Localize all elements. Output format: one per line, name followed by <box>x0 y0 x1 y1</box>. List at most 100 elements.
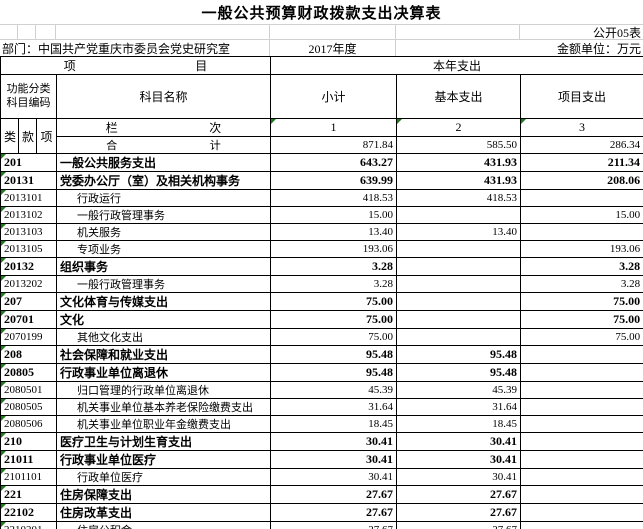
subject-name-cell: 机关事业单位基本养老保险缴费支出 <box>55 398 272 416</box>
title-row: 一般公共预算财政拨款支出决算表 <box>0 0 643 24</box>
project-cell: 75.00 <box>520 328 643 346</box>
subject-name-cell: 行政事业单位离退休 <box>55 363 272 382</box>
project-char: 项 <box>63 59 76 73</box>
basic-cell: 418.53 <box>396 189 522 207</box>
code-cell: 2013103 <box>0 223 57 241</box>
basic-cell: 30.41 <box>396 450 522 469</box>
error-triangle-icon <box>521 119 527 124</box>
table-row: 20132 组织事务 3.28 3.28 <box>0 257 643 276</box>
basic-cell <box>396 206 522 224</box>
total-row: 合 计 871.84 585.50 286.34 <box>1 136 643 154</box>
rank-number-cell: 1 <box>270 118 398 137</box>
error-triangle-icon <box>1 522 6 527</box>
basic-cell: 27.67 <box>396 521 522 529</box>
class-col-cell: 类 <box>0 118 19 154</box>
project-cell <box>520 432 643 451</box>
table-row: 208 社会保障和就业支出 95.48 95.48 <box>0 345 643 364</box>
basic-cell: 18.45 <box>396 415 522 433</box>
basic-cell: 27.67 <box>396 485 522 504</box>
project-cell <box>520 345 643 364</box>
code-cell: 20132 <box>0 257 57 276</box>
table-body: 项 目 本年支出 功能分类科目编码 科目名称 小计 基本支出 项目支出 类 款 … <box>0 56 643 529</box>
table-row: 2070199 其他文化支出 75.00 75.00 <box>0 328 643 346</box>
error-triangle-icon <box>1 172 6 177</box>
subtotal-cell: 3.28 <box>270 275 398 293</box>
table-row: 210 医疗卫生与计划生育支出 30.41 30.41 <box>0 432 643 451</box>
project-cell <box>520 398 643 416</box>
project-cell: 208.06 <box>520 171 643 190</box>
subtotal-cell: 30.41 <box>270 468 398 486</box>
subject-name-cell: 行政运行 <box>55 189 272 207</box>
error-triangle-icon <box>1 329 6 334</box>
basic-cell: 95.48 <box>396 345 522 364</box>
total-char: 计 <box>209 140 221 152</box>
table-row: 201 一般公共服务支出 643.27 431.93 211.34 <box>0 153 643 172</box>
grid-cell <box>270 24 396 40</box>
table-row: 221 住房保障支出 27.67 27.67 <box>0 485 643 504</box>
subtotal-cell: 95.48 <box>270 345 398 364</box>
fiscal-year: 2017年度 <box>270 40 396 56</box>
basic-cell: 27.67 <box>396 503 522 522</box>
header-row-project: 项 目 本年支出 <box>0 56 643 75</box>
total-label-cell: 合 计 <box>55 136 272 154</box>
error-triangle-icon <box>1 399 6 404</box>
subtotal-cell: 27.67 <box>270 485 398 504</box>
subtotal-cell: 75.00 <box>270 310 398 329</box>
project-cell <box>520 450 643 469</box>
basic-cell: 30.41 <box>396 468 522 486</box>
basic-cell: 431.93 <box>396 171 522 190</box>
subject-name-cell: 一般行政管理事务 <box>55 275 272 293</box>
total-char: 合 <box>106 140 118 152</box>
table-row: 2013105 专项业务 193.06 193.06 <box>0 240 643 258</box>
function-code-header-cell: 功能分类科目编码 <box>0 74 57 119</box>
subtotal-cell: 31.64 <box>270 398 398 416</box>
code-cell: 22102 <box>0 503 57 522</box>
subject-name-cell: 住房保障支出 <box>55 485 272 504</box>
table-row: 22102 住房改革支出 27.67 27.67 <box>0 503 643 522</box>
project-cell: 3.28 <box>520 275 643 293</box>
subtotal-cell: 95.48 <box>270 363 398 382</box>
subtotal-cell: 639.99 <box>270 171 398 190</box>
section-col-cell: 款 <box>18 118 37 154</box>
grid-cell <box>396 24 520 40</box>
table-row: 20805 行政事业单位离退休 95.48 95.48 <box>0 363 643 382</box>
header-row-rank: 类 款 项 栏 次 1 2 3 <box>0 118 643 154</box>
code-cell: 2013101 <box>0 189 57 207</box>
error-triangle-icon <box>1 346 6 351</box>
basic-header-cell: 基本支出 <box>396 74 522 119</box>
subtotal-cell: 193.06 <box>270 240 398 258</box>
table-row: 20131 党委办公厅（室）及相关机构事务 639.99 431.93 208.06 <box>0 171 643 190</box>
code-cell: 20131 <box>0 171 57 190</box>
project-cell <box>520 363 643 382</box>
error-triangle-icon <box>1 276 6 281</box>
project-cell: 75.00 <box>520 292 643 311</box>
subject-name-cell: 住房公积金 <box>55 521 272 529</box>
table-row: 2013103 机关服务 13.40 13.40 <box>0 223 643 241</box>
item-col-cell: 项 <box>36 118 57 154</box>
table-row: 2080501 归口管理的行政单位离退休 45.39 45.39 <box>0 381 643 399</box>
table-row: 20701 文化 75.00 75.00 <box>0 310 643 329</box>
basic-cell: 13.40 <box>396 223 522 241</box>
project-cell <box>520 223 643 241</box>
rank-label-cell: 栏 次 <box>55 118 272 137</box>
table-row: 2080506 机关事业单位职业年金缴费支出 18.45 18.45 <box>0 415 643 433</box>
subject-name-cell: 行政单位医疗 <box>55 468 272 486</box>
pre-table-grid: 公开05表 部门：中国共产党重庆市委员会党史研究室 2017年度 金额单位：万元 <box>0 24 643 56</box>
table-row: 21011 行政事业单位医疗 30.41 30.41 <box>0 450 643 469</box>
project-cell <box>520 381 643 399</box>
rank-char: 次 <box>209 121 222 135</box>
subject-name-cell: 行政事业单位医疗 <box>55 450 272 469</box>
subtotal-cell: 30.41 <box>270 432 398 451</box>
code-cell: 201 <box>0 153 57 172</box>
unit-label: 金额单位：万元 <box>556 41 641 56</box>
subject-name-cell: 文化 <box>55 310 272 329</box>
rank-number: 2 <box>455 120 462 134</box>
project-cell <box>520 521 643 529</box>
subject-name-header-cell: 科目名称 <box>55 74 272 119</box>
project-cell: 193.06 <box>520 240 643 258</box>
page-title: 一般公共预算财政拨款支出决算表 <box>201 5 442 22</box>
subtotal-cell: 13.40 <box>270 223 398 241</box>
basic-cell <box>396 292 522 311</box>
